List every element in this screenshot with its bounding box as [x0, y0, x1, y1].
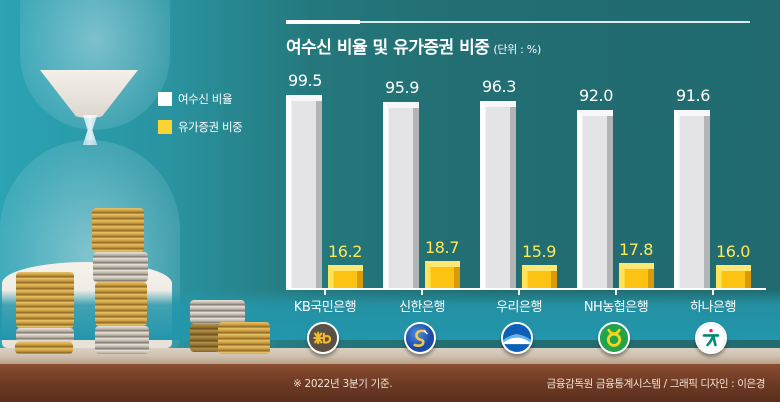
- securities-bar: [619, 263, 654, 288]
- header-rule-accent: [286, 20, 360, 24]
- legend-swatch-white: [158, 91, 172, 106]
- bar-group: 91.6 16.0: [668, 0, 768, 402]
- loan-deposit-value: 96.3: [481, 77, 517, 96]
- loan-deposit-value: 92.0: [578, 86, 614, 105]
- bank-label: NH농협은행: [583, 300, 649, 315]
- x-axis-tick: [712, 289, 714, 295]
- securities-value: 15.9: [521, 242, 557, 261]
- footnote: ※ 2022년 3분기 기준.: [293, 378, 393, 390]
- legend-label: 여수신 비율: [178, 91, 233, 106]
- loan-deposit-value: 99.5: [287, 71, 323, 90]
- nh-logo-icon: [598, 322, 630, 354]
- coin-stack: [93, 252, 148, 282]
- chart-legend: 여수신 비율 유가증권 비중: [158, 91, 243, 147]
- table-edge: [0, 364, 780, 402]
- woori-logo-icon: [501, 322, 533, 354]
- bar-group: 92.0 17.8: [571, 0, 671, 402]
- hana-logo-icon: [695, 322, 727, 354]
- x-axis-tick: [324, 289, 326, 295]
- x-axis-tick: [518, 289, 520, 295]
- securities-value: 16.2: [327, 242, 363, 261]
- chart-title: 여수신 비율 및 유가증권 비중 (단위 : %): [286, 33, 541, 58]
- coin-stack: [95, 326, 149, 354]
- securities-bar: [716, 265, 751, 288]
- securities-value: 18.7: [424, 238, 460, 257]
- bank-label: KB국민은행: [293, 300, 357, 315]
- chart-unit: (단위 : %): [493, 43, 541, 56]
- securities-bar: [425, 261, 460, 288]
- coin-stack: [218, 322, 270, 354]
- legend-swatch-yellow: [158, 119, 172, 134]
- bar-group: 99.5 16.2: [280, 0, 380, 402]
- loan-deposit-bar: [577, 110, 613, 288]
- securities-value: 16.0: [715, 242, 751, 261]
- table-surface: [0, 348, 780, 364]
- securities-bar: [522, 265, 557, 288]
- bank-label: 하나은행: [690, 300, 736, 315]
- legend-item-securities: 유가증권 비중: [158, 119, 243, 134]
- x-axis-tick: [615, 289, 617, 295]
- bar-group: 95.9 18.7: [377, 0, 477, 402]
- loan-deposit-value: 95.9: [384, 78, 420, 97]
- bar-group: 96.3 15.9: [474, 0, 574, 402]
- securities-value: 17.8: [618, 240, 654, 259]
- bank-label: 우리은행: [496, 300, 542, 315]
- coin-stack: [190, 300, 245, 324]
- coin-stack: [16, 328, 74, 342]
- x-axis-tick: [421, 289, 423, 295]
- chart-title-text: 여수신 비율 및 유가증권 비중: [286, 38, 490, 58]
- loan-deposit-bar: [383, 102, 419, 288]
- kb-logo-icon: [307, 322, 339, 354]
- loan-deposit-bar: [480, 101, 516, 288]
- shinhan-logo-icon: [404, 322, 436, 354]
- bank-label: 신한은행: [399, 300, 445, 315]
- legend-label: 유가증권 비중: [178, 119, 243, 134]
- loan-deposit-bar: [286, 95, 322, 288]
- coin-stack: [190, 324, 220, 352]
- coin-stack: [15, 342, 73, 354]
- coin-stack: [95, 282, 147, 326]
- coin-stack: [92, 208, 144, 252]
- source-credit: 금융감독원 금융통계시스템 / 그래픽 디자인 : 이은경: [546, 378, 766, 390]
- loan-deposit-bar: [674, 110, 710, 288]
- hourglass-neck: [82, 115, 98, 145]
- securities-bar: [328, 265, 363, 288]
- coin-stack: [16, 272, 74, 328]
- header-rule: [286, 21, 750, 23]
- loan-deposit-value: 91.6: [675, 86, 711, 105]
- x-axis-line: [286, 288, 766, 290]
- legend-item-loan-deposit: 여수신 비율: [158, 91, 242, 106]
